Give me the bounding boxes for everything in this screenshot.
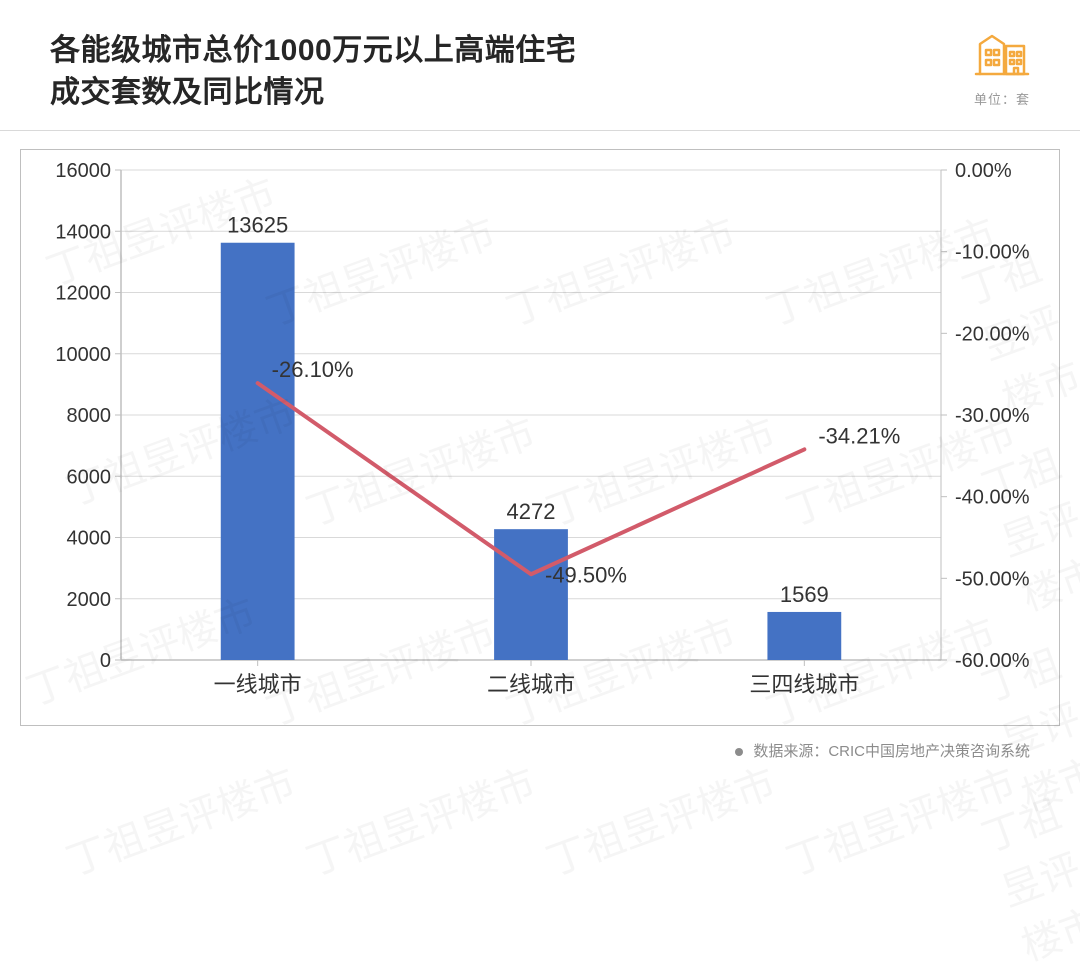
title-line1: 各能级城市总价1000万元以上高端住宅 — [50, 34, 576, 67]
building-icon — [974, 30, 1030, 78]
svg-text:-30.00%: -30.00% — [955, 405, 1030, 427]
svg-text:三四线城市: 三四线城市 — [749, 672, 859, 697]
svg-text:0: 0 — [100, 650, 111, 672]
svg-text:10000: 10000 — [55, 344, 111, 366]
source-text: CRIC中国房地产决策咨询系统 — [828, 743, 1030, 760]
svg-text:-50.00%: -50.00% — [955, 568, 1030, 590]
svg-text:-10.00%: -10.00% — [955, 242, 1030, 264]
bar — [494, 529, 568, 660]
svg-text:-26.10%: -26.10% — [272, 357, 354, 382]
source-row: 数据来源：CRIC中国房地产决策咨询系统 — [0, 740, 1030, 761]
svg-text:-60.00%: -60.00% — [955, 650, 1030, 672]
svg-text:2000: 2000 — [67, 589, 112, 611]
svg-text:16000: 16000 — [55, 160, 111, 182]
header: 各能级城市总价1000万元以上高端住宅 成交套数及同比情况 — [0, 0, 1080, 131]
chart-title: 各能级城市总价1000万元以上高端住宅 成交套数及同比情况 — [50, 30, 1030, 114]
source-prefix: 数据来源： — [753, 743, 828, 760]
svg-text:12000: 12000 — [55, 283, 111, 305]
svg-text:4272: 4272 — [507, 499, 556, 524]
svg-text:-40.00%: -40.00% — [955, 487, 1030, 509]
unit-label: 单位：套 — [974, 89, 1030, 108]
svg-text:8000: 8000 — [67, 405, 112, 427]
combo-chart: 0 2000 4000 6000 8000 10000 12000 14000 16000 0.0… — [21, 150, 1061, 720]
svg-text:一线城市: 一线城市 — [214, 672, 302, 697]
svg-text:-20.00%: -20.00% — [955, 323, 1030, 345]
svg-text:-49.50%: -49.50% — [545, 562, 627, 587]
svg-text:4000: 4000 — [67, 528, 112, 550]
svg-text:-34.21%: -34.21% — [818, 423, 900, 448]
svg-text:6000: 6000 — [67, 466, 112, 488]
source-dot-icon — [735, 748, 743, 756]
title-line2: 成交套数及同比情况 — [50, 76, 325, 109]
header-icon-block: 单位：套 — [974, 30, 1030, 108]
svg-text:二线城市: 二线城市 — [487, 672, 575, 697]
svg-text:0.00%: 0.00% — [955, 160, 1012, 182]
svg-text:14000: 14000 — [55, 221, 111, 243]
svg-text:13625: 13625 — [227, 213, 288, 238]
chart-container: 0 2000 4000 6000 8000 10000 12000 14000 16000 0.0… — [20, 149, 1060, 726]
svg-text:1569: 1569 — [780, 582, 829, 607]
bar — [767, 612, 841, 660]
bar — [221, 243, 295, 660]
